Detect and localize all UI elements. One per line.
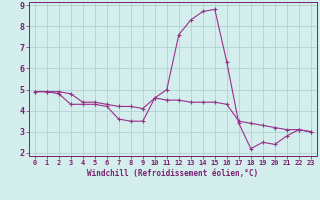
- X-axis label: Windchill (Refroidissement éolien,°C): Windchill (Refroidissement éolien,°C): [87, 169, 258, 178]
